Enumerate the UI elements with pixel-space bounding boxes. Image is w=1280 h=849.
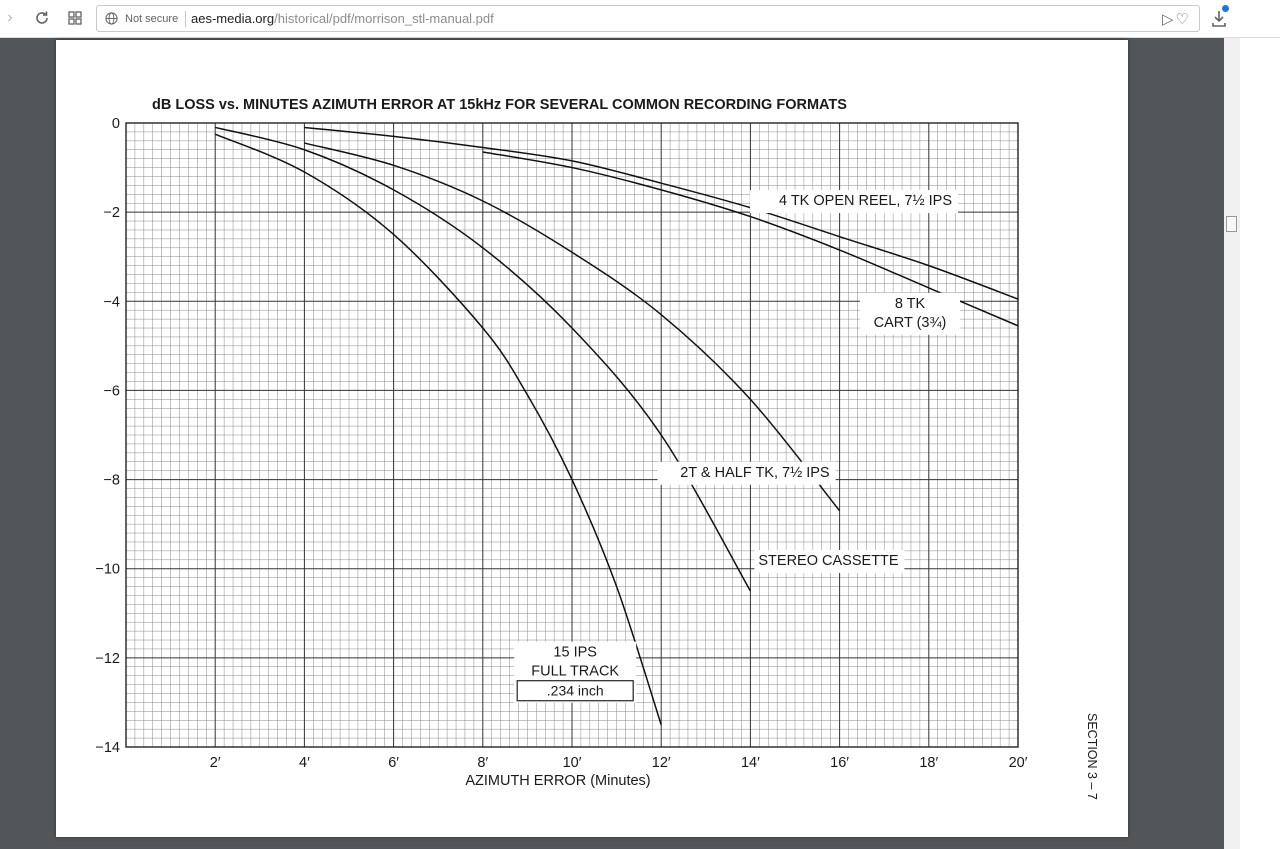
series-label: 4 TK OPEN REEL, 7½ IPS: [779, 193, 952, 209]
y-tick-label: 0: [112, 116, 120, 132]
series-label-bg: [754, 550, 905, 573]
x-tick-label: 10′: [563, 755, 582, 771]
y-tick-label: −10: [95, 562, 120, 578]
series-labels: 4 TK OPEN REEL, 7½ IPS 8 TK CART (3¾) 2T & …: [514, 190, 960, 703]
scroll-thumb[interactable]: [1226, 216, 1237, 232]
plot-frame: [125, 122, 1019, 748]
y-tick-label: −6: [103, 383, 120, 399]
address-bar[interactable]: Not secure aes-media.org/historical/pdf/…: [96, 5, 1200, 32]
send-icon[interactable]: ▷: [1162, 11, 1176, 28]
series-label-boxed: .234 inch: [547, 683, 604, 699]
favorite-icon[interactable]: ♡: [1175, 11, 1191, 28]
x-tick-label: 20′: [1009, 755, 1028, 771]
x-tick-label: 14′: [741, 755, 760, 771]
series-line-1: [482, 151, 1019, 327]
window-edge: [1240, 38, 1280, 849]
apps-grid-icon[interactable]: [65, 8, 85, 28]
y-tick-label: −8: [103, 473, 120, 489]
section-label: SECTION 3 – 7: [1085, 713, 1099, 800]
azimuth-loss-chart: dB LOSS vs. MINUTES AZIMUTH ERROR AT 15k…: [95, 97, 1099, 800]
pdf-page: dB LOSS vs. MINUTES AZIMUTH ERROR AT 15k…: [56, 40, 1128, 837]
x-tick-label: 6′: [388, 755, 399, 771]
url-host: aes-media.org: [191, 11, 275, 26]
x-tick-label: 4′: [299, 755, 310, 771]
globe-icon: [105, 12, 118, 25]
series-lines: [214, 126, 1019, 725]
y-tick-label: −14: [95, 740, 120, 756]
series-line-0: [304, 126, 1019, 300]
reload-icon[interactable]: [32, 8, 52, 28]
y-tick-labels: 0 −2 −4 −6 −8 −10 −12 −14: [95, 116, 120, 756]
x-axis-label: AZIMUTH ERROR (Minutes): [465, 773, 650, 789]
y-tick-label: −2: [103, 205, 120, 221]
series-label-box: [516, 680, 634, 702]
y-tick-label: −4: [103, 294, 120, 310]
series-label: STEREO CASSETTE: [758, 553, 899, 569]
series-label-bg: [860, 292, 960, 335]
omnibox-actions: ▷♡: [1162, 10, 1191, 28]
x-tick-label: 16′: [830, 755, 849, 771]
series-label: CART (3¾): [874, 315, 947, 331]
x-tick-label: 12′: [652, 755, 671, 771]
x-tick-labels: 2′ 4′ 6′ 8′ 10′ 12′ 14′ 16′ 18′ 20′: [210, 755, 1028, 771]
series-line-3: [215, 126, 752, 592]
series-label: 15 IPS: [553, 645, 597, 661]
series-label: 8 TK: [895, 296, 926, 312]
browser-toolbar: › Not secure aes-media.org/historical/pd…: [0, 0, 1280, 38]
url-path: /historical/pdf/morrison_stl-manual.pdf: [274, 11, 494, 26]
download-badge: [1222, 5, 1229, 12]
omnibox-divider: [185, 11, 186, 27]
security-status[interactable]: Not secure: [125, 13, 179, 25]
x-tick-label: 2′: [210, 755, 221, 771]
series-label-bg: [750, 190, 958, 214]
series-line-4: [214, 133, 662, 725]
x-tick-label: 18′: [919, 755, 938, 771]
forward-icon[interactable]: ›: [7, 9, 13, 26]
series-label-bg: [657, 461, 836, 485]
y-tick-label: −12: [95, 651, 120, 667]
url-text[interactable]: aes-media.org/historical/pdf/morrison_st…: [191, 11, 494, 27]
chart-title: dB LOSS vs. MINUTES AZIMUTH ERROR AT 15k…: [152, 97, 847, 113]
series-label: FULL TRACK: [531, 664, 619, 680]
x-tick-label: 8′: [477, 755, 488, 771]
scrollbar[interactable]: [1224, 38, 1240, 849]
series-line-2: [304, 142, 841, 512]
series-label: 2T & HALF TK, 7½ IPS: [680, 465, 829, 481]
download-icon[interactable]: [1209, 8, 1229, 30]
